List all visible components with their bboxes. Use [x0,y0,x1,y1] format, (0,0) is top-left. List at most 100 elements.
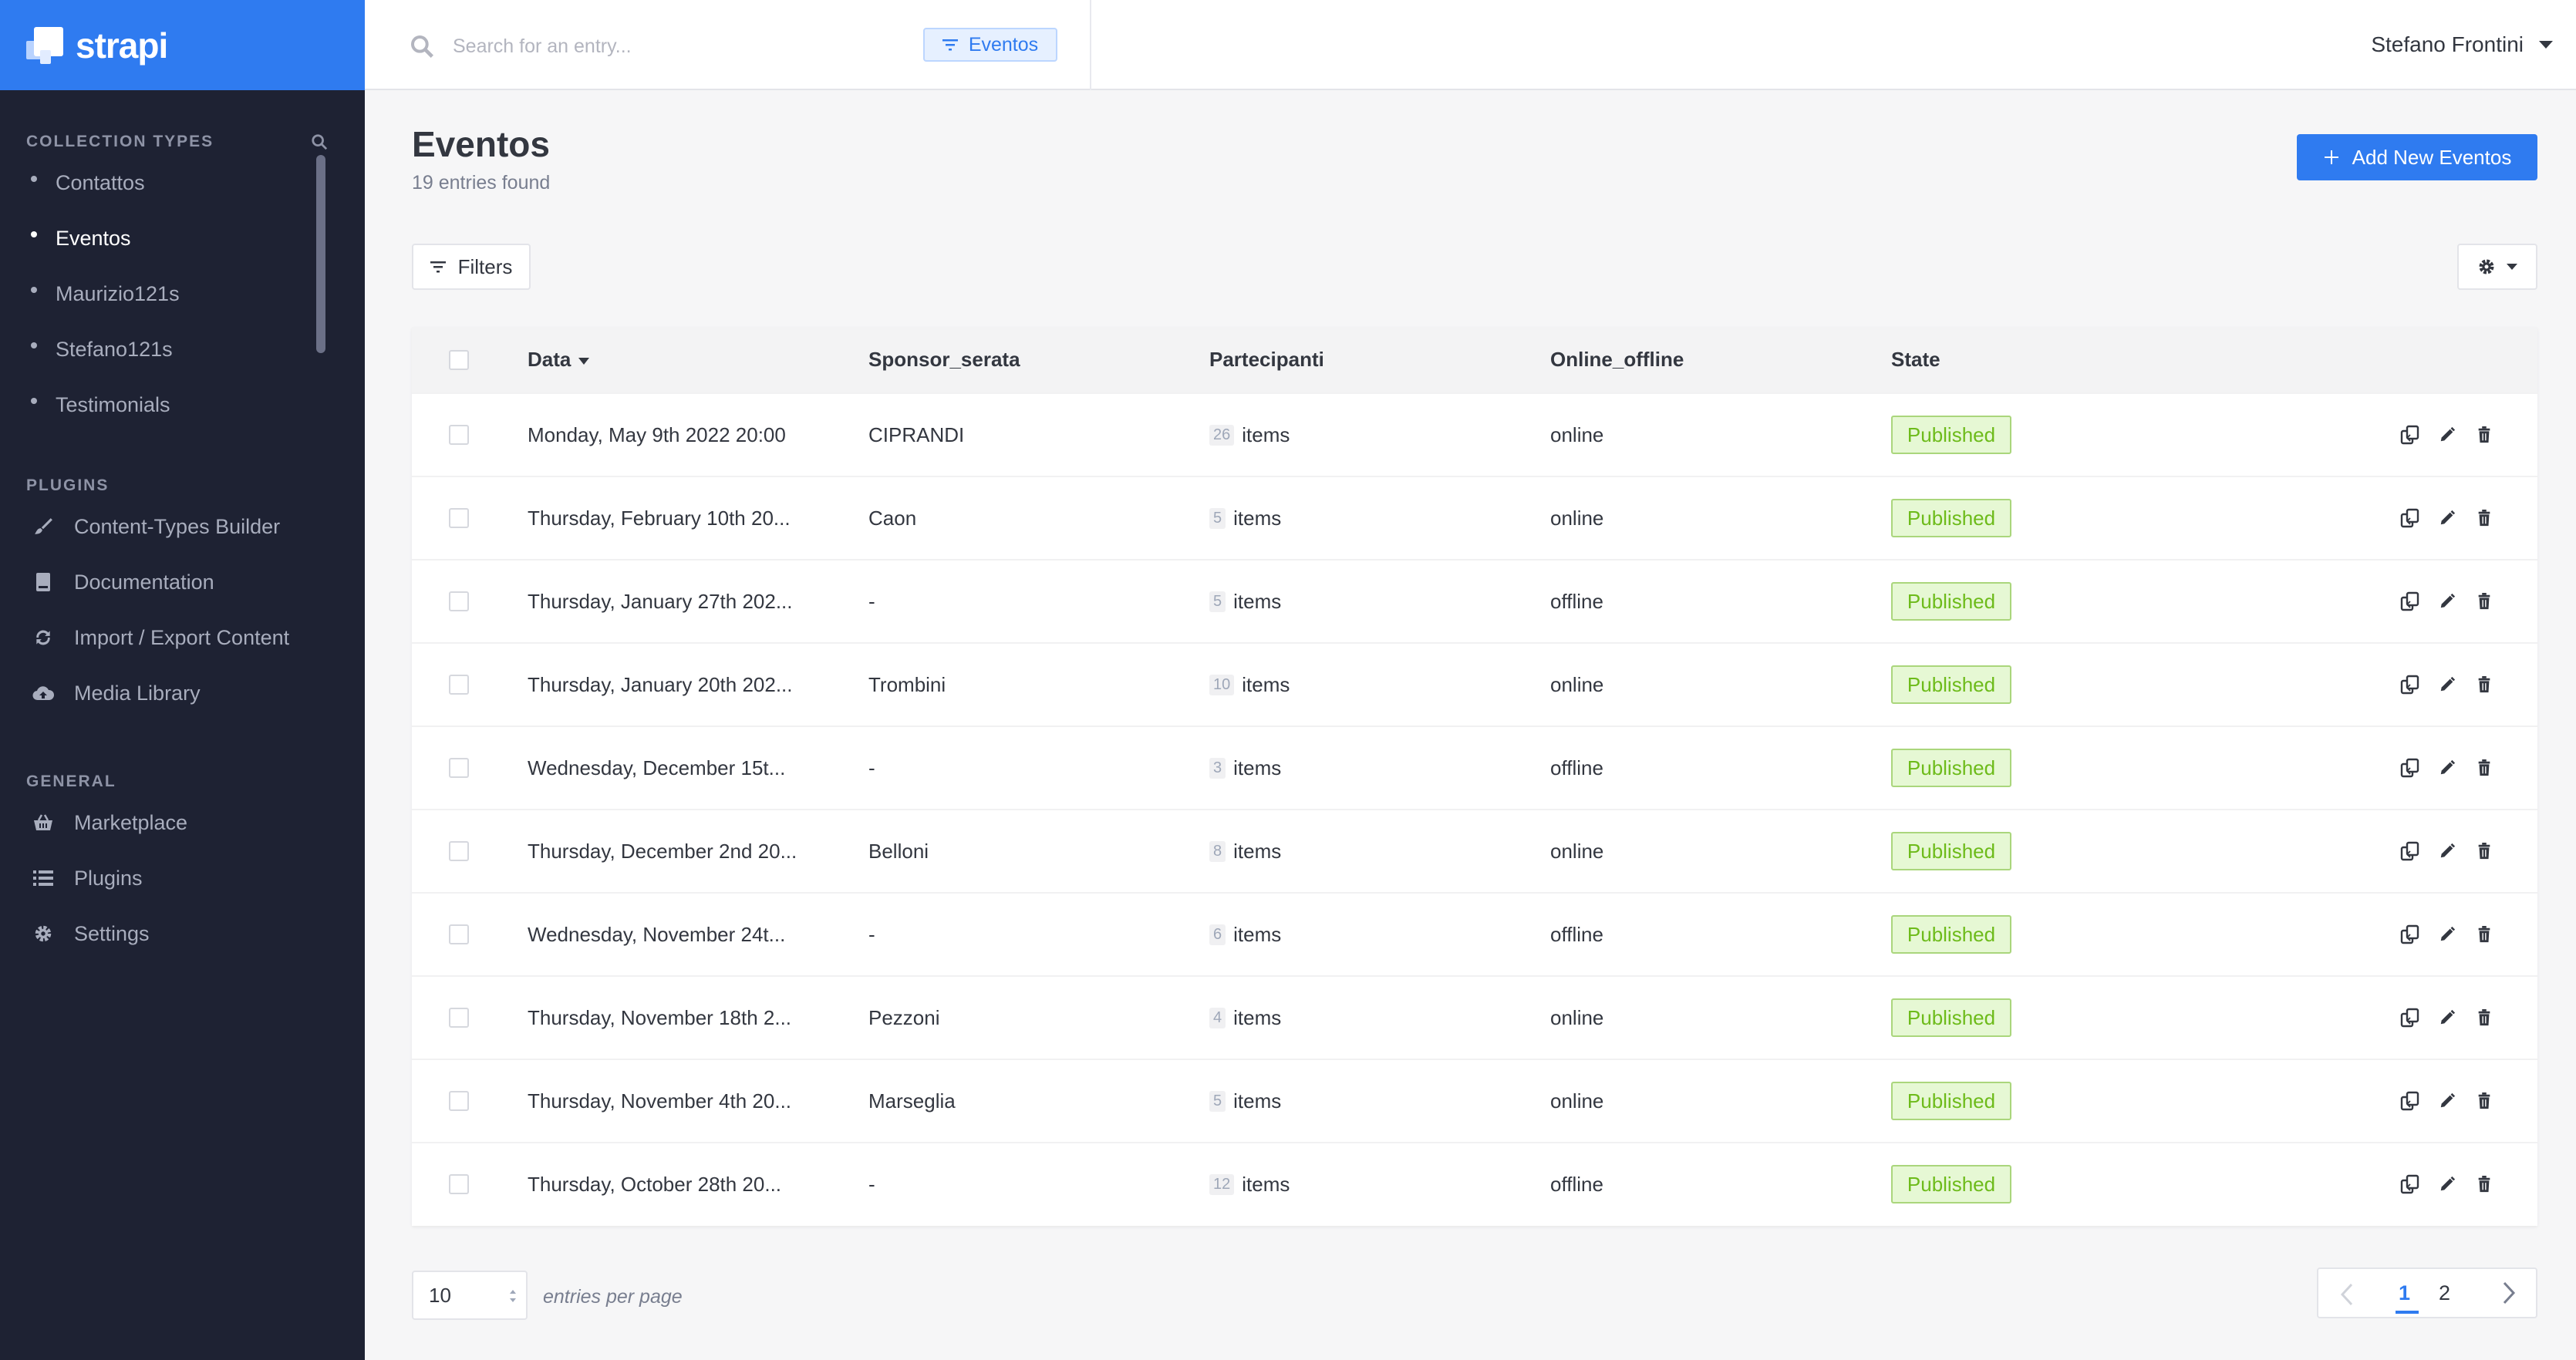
row-checkbox[interactable] [449,425,469,445]
sidebar-item-stefano121s[interactable]: Stefano121s [0,321,365,377]
pencil-icon[interactable] [2437,924,2457,944]
trash-icon[interactable] [2474,1091,2494,1111]
cell-data: Monday, May 9th 2022 20:00 [528,422,786,446]
sidebar-item-eventos[interactable]: Eventos [0,210,365,266]
chevron-right-icon[interactable] [2502,1281,2516,1304]
pencil-icon[interactable] [2437,675,2457,695]
trash-icon[interactable] [2474,924,2494,944]
brand-header[interactable]: strapi [0,0,365,90]
row-checkbox[interactable] [449,1008,469,1028]
pencil-icon[interactable] [2437,591,2457,611]
row-checkbox[interactable] [449,675,469,695]
row-checkbox[interactable] [449,591,469,611]
collection-types-list: Contattos Eventos Maurizio121s Stefano12… [0,155,365,433]
duplicate-icon[interactable] [2400,591,2420,611]
duplicate-icon[interactable] [2400,425,2420,445]
table-row[interactable]: Wednesday, November 24t... - 6 items offline… [412,892,2537,975]
sidebar-item-label: Contattos [56,170,145,194]
pencil-icon[interactable] [2437,425,2457,445]
entries-table: Data Sponsor_serata Partecipanti Online_… [412,327,2537,1226]
sidebar-item-maurizio121s[interactable]: Maurizio121s [0,266,365,321]
per-page-label: entries per page [543,1286,683,1308]
sidebar-item-documentation[interactable]: Documentation [0,554,365,610]
duplicate-icon[interactable] [2400,1008,2420,1028]
cell-state: Published [1891,665,2011,704]
status-badge: Published [1891,832,2011,870]
trash-icon[interactable] [2474,591,2494,611]
trash-icon[interactable] [2474,425,2494,445]
column-header-online[interactable]: Online_offline [1550,348,1684,371]
trash-icon[interactable] [2474,841,2494,861]
paintbrush-icon [31,517,56,537]
column-header-data[interactable]: Data [528,348,590,372]
basket-icon [31,813,56,832]
pencil-icon[interactable] [2437,508,2457,528]
sidebar-item-contattos[interactable]: Contattos [0,155,365,210]
plus-icon [2324,150,2338,164]
per-page-select[interactable]: 10 [412,1271,528,1320]
trash-icon[interactable] [2474,1008,2494,1028]
trash-icon[interactable] [2474,675,2494,695]
page-2-button[interactable]: 2 [2439,1281,2451,1304]
trash-icon[interactable] [2474,1174,2494,1194]
table-row[interactable]: Thursday, December 2nd 20... Belloni 8 item… [412,809,2537,892]
user-menu[interactable]: Stefano Frontini [2371,28,2553,62]
column-header-state[interactable]: State [1891,348,1940,371]
table-row[interactable]: Thursday, February 10th 20... Caon 5 items o… [412,476,2537,559]
trash-icon[interactable] [2474,508,2494,528]
cell-state: Published [1891,416,2011,454]
sidebar-scrollbar[interactable] [316,155,325,353]
items-count-badge: 12 [1209,1173,1235,1195]
select-all-checkbox[interactable] [449,349,469,370]
row-actions [2400,841,2494,861]
table-row[interactable]: Thursday, January 20th 202... Trombini 10 i… [412,642,2537,725]
column-header-sponsor[interactable]: Sponsor_serata [868,348,1020,371]
row-checkbox[interactable] [449,758,469,778]
search-input[interactable] [453,29,869,63]
chevron-left-icon[interactable] [2340,1283,2354,1306]
duplicate-icon[interactable] [2400,841,2420,861]
sidebar-item-plugins[interactable]: Plugins [0,850,365,906]
page-1-button[interactable]: 1 [2399,1281,2411,1304]
cell-state: Published [1891,1082,2011,1120]
table-row[interactable]: Monday, May 9th 2022 20:00 CIPRANDI 26 item… [412,392,2537,476]
pencil-icon[interactable] [2437,1174,2457,1194]
table-row[interactable]: Thursday, November 4th 20... Marseglia 5 it… [412,1059,2537,1142]
sidebar-item-marketplace[interactable]: Marketplace [0,795,365,850]
search-icon[interactable] [311,133,328,150]
table-row[interactable]: Thursday, January 27th 202... - 5 items offl… [412,559,2537,642]
sidebar-item-settings[interactable]: Settings [0,906,365,961]
column-header-partecipanti[interactable]: Partecipanti [1209,348,1324,371]
table-settings-button[interactable] [2457,244,2537,290]
duplicate-icon[interactable] [2400,758,2420,778]
filters-button[interactable]: Filters [412,244,531,290]
row-checkbox[interactable] [449,841,469,861]
sidebar-item-testimonials[interactable]: Testimonials [0,377,365,433]
table-row[interactable]: Thursday, November 18th 2... Pezzoni 4 item… [412,975,2537,1059]
row-checkbox[interactable] [449,924,469,944]
row-checkbox[interactable] [449,1174,469,1194]
search-filter-tag[interactable]: Eventos [923,28,1057,62]
sidebar-item-media-library[interactable]: Media Library [0,665,365,721]
sidebar-item-import-export[interactable]: Import / Export Content [0,610,365,665]
search-icon[interactable] [410,34,434,59]
table-row[interactable]: Thursday, October 28th 20... - 12 items offl… [412,1142,2537,1225]
duplicate-icon[interactable] [2400,675,2420,695]
trash-icon[interactable] [2474,758,2494,778]
list-icon [31,870,56,887]
table-row[interactable]: Wednesday, December 15t... - 3 items offline… [412,725,2537,809]
duplicate-icon[interactable] [2400,1174,2420,1194]
pencil-icon[interactable] [2437,1008,2457,1028]
brand-name: strapi [76,25,168,66]
duplicate-icon[interactable] [2400,508,2420,528]
table-header: Data Sponsor_serata Partecipanti Online_… [412,327,2537,392]
row-checkbox[interactable] [449,1091,469,1111]
row-checkbox[interactable] [449,508,469,528]
pencil-icon[interactable] [2437,758,2457,778]
pencil-icon[interactable] [2437,1091,2457,1111]
sidebar-item-content-types-builder[interactable]: Content-Types Builder [0,499,365,554]
duplicate-icon[interactable] [2400,924,2420,944]
add-new-entry-button[interactable]: Add New Eventos [2297,134,2537,180]
pencil-icon[interactable] [2437,841,2457,861]
duplicate-icon[interactable] [2400,1091,2420,1111]
